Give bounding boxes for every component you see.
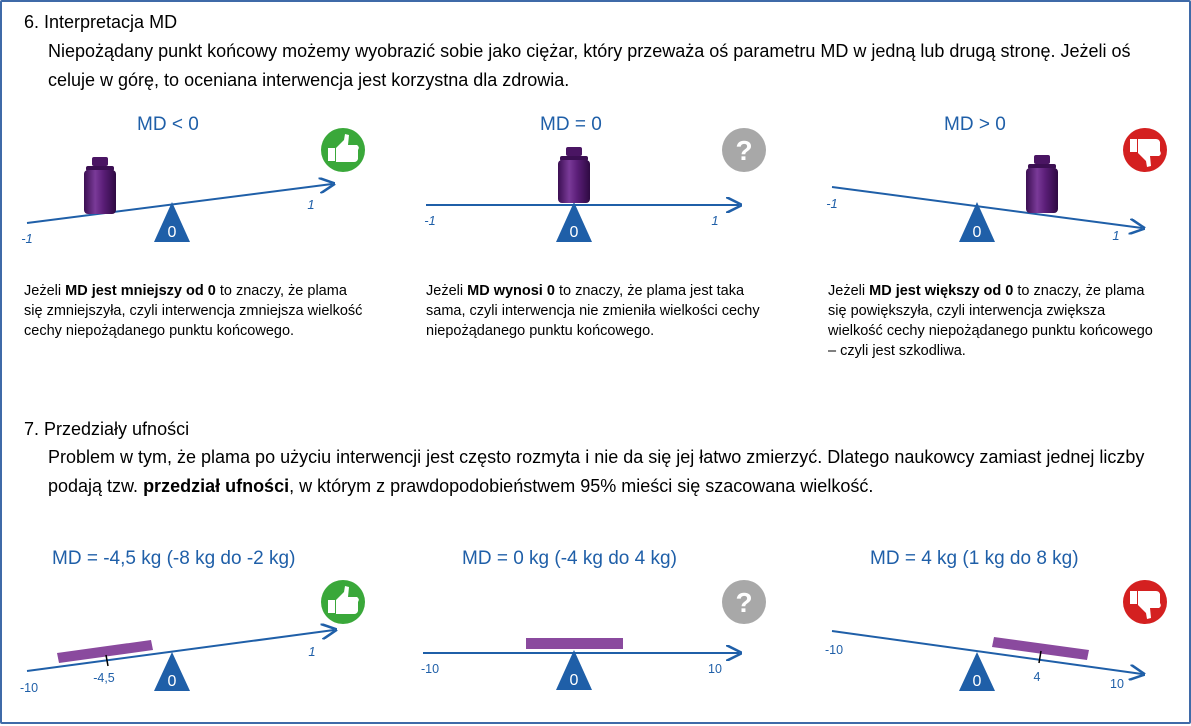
ci-panel3-thumbs-down-icon: [1123, 580, 1167, 624]
ci-panel1-thumbs-up-icon: [321, 580, 365, 624]
section6-heading: 6. Interpretacja MD: [24, 12, 178, 32]
ci-panel1-point-label: -4,5: [93, 671, 115, 685]
panel2-weight: [558, 147, 590, 203]
svg-text:?: ?: [735, 587, 752, 618]
panel1-pivot-label: 0: [168, 224, 177, 241]
panel1-thumbs-up-icon: [321, 128, 365, 172]
panel2-left-label: -1: [424, 213, 436, 228]
panel1-description-part: Jeżeli: [24, 283, 66, 299]
panel3-title: MD > 0: [944, 114, 1006, 135]
ci-panel3-interval-bar: [992, 637, 1089, 660]
panel3-scale: 0 -1 1: [826, 128, 1167, 243]
panel1-description-part: to znaczy, że plama się zmniejszyła, czy…: [24, 283, 363, 339]
ci-panel2-pivot: [556, 650, 592, 690]
panel3-pivot-label: 0: [973, 224, 982, 241]
ci-panel2-scale: 0 -10 10 ?: [421, 580, 766, 690]
ci-panel3-left-label: -10: [825, 643, 843, 657]
ci-panel1-interval-bar: [57, 640, 153, 663]
svg-text:?: ?: [735, 135, 752, 166]
ci-panel2-title: MD = 0 kg (-4 kg do 4 kg): [462, 548, 677, 569]
ci-panel3-point-tick: [1038, 650, 1042, 664]
panel2-question-icon: ?: [722, 128, 766, 172]
section7-paragraph-part: przedział ufności: [143, 476, 290, 496]
panel3-weight: [1026, 155, 1058, 213]
panel2-right-label: 1: [711, 213, 718, 228]
ci-panel3-pivot: [959, 652, 995, 691]
panel3-left-label: -1: [826, 196, 838, 211]
panel1-title: MD < 0: [137, 114, 199, 135]
ci-panel1-title: MD = -4,5 kg (-8 kg do -2 kg): [52, 548, 296, 569]
ci-panel1-pivot: [154, 652, 190, 691]
ci-panel2-pivot-label: 0: [570, 672, 579, 689]
ci-panel2-left-label: -10: [421, 662, 439, 676]
panel3-axis: [831, 186, 1142, 228]
panel3-description-part: Jeżeli: [828, 283, 870, 299]
section7-paragraph-part: , w którym z prawdopodobieństwem 95% mie…: [289, 476, 874, 496]
panel1-pivot: [154, 202, 190, 242]
panel3-right-label: 1: [1112, 228, 1119, 243]
panel1-scale: 0 -1 1: [21, 128, 365, 246]
panel3-description-part: to znaczy, że plama się powiększyła, czy…: [828, 283, 1153, 359]
panel3-description-part: MD jest większy od 0: [869, 283, 1014, 299]
ci-panel2-right-label: 10: [708, 662, 722, 676]
ci-panel3-title: MD = 4 kg (1 kg do 8 kg): [870, 548, 1079, 569]
panel1-right-label: 1: [307, 197, 314, 212]
panel3-thumbs-down-icon: [1123, 128, 1167, 172]
ci-panel3-pivot-label: 0: [973, 673, 982, 690]
panel3-pivot: [959, 202, 995, 242]
section6-paragraph: Niepożądany punkt końcowy możemy wyobraz…: [48, 41, 1131, 90]
ci-panel1-axis: [26, 630, 334, 672]
panel2-title: MD = 0: [540, 114, 602, 135]
ci-panel1-left-label: -10: [20, 681, 38, 695]
panel1-description-part: MD jest mniejszy od 0: [65, 283, 216, 299]
ci-panel1-right-label: 1: [308, 644, 315, 659]
section7-paragraph-part: Problem w tym, że plama po użyciu interw…: [48, 447, 1145, 496]
panel1-description: Jeżeli MD jest mniejszy od 0 to znaczy, …: [24, 281, 364, 341]
section7-paragraph: Problem w tym, że plama po użyciu interw…: [48, 443, 1163, 501]
panel2-description-part: MD wynosi 0: [467, 283, 555, 299]
ci-panel3-point-label: 4: [1034, 670, 1041, 684]
ci-panel1-scale: 0 -10 1 -4,5: [20, 580, 365, 695]
panel2-description: Jeżeli MD wynosi 0 to znaczy, że plama j…: [426, 281, 766, 341]
panel1-left-label: -1: [21, 231, 33, 246]
ci-panel3-scale: 0 -10 10 4: [825, 580, 1167, 691]
panel2-description-part: Jeżeli: [426, 283, 468, 299]
section7-heading: 7. Przedziały ufności: [24, 419, 190, 439]
ci-panel2-interval-bar: [526, 638, 623, 649]
panel1-axis: [26, 184, 332, 224]
panel2-pivot: [556, 202, 592, 242]
panel2-description-part: to znaczy, że plama jest taka sama, czyl…: [426, 283, 760, 339]
ci-panel2-question-icon: ?: [722, 580, 766, 624]
panel2-scale: 0 -1 1 ?: [424, 128, 766, 242]
panel1-weight: [84, 157, 116, 214]
ci-panel1-point-tick: [105, 654, 109, 667]
panel2-pivot-label: 0: [570, 224, 579, 241]
ci-panel3-axis: [831, 630, 1142, 674]
panel3-description: Jeżeli MD jest większy od 0 to znaczy, ż…: [828, 281, 1163, 361]
ci-panel1-pivot-label: 0: [168, 673, 177, 690]
ci-panel3-right-label: 10: [1110, 677, 1124, 691]
